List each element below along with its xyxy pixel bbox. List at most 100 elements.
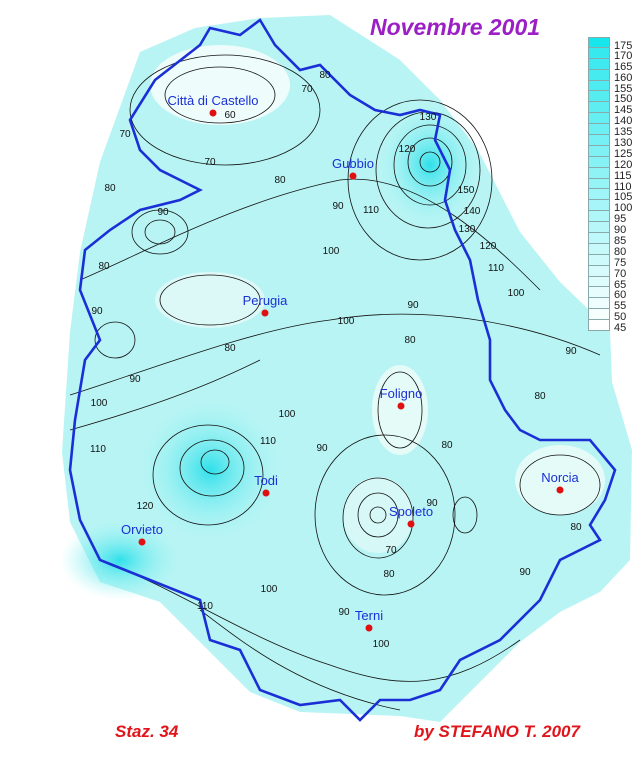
legend-swatch: 145 xyxy=(588,102,632,116)
contour-label: 120 xyxy=(137,501,154,512)
region-fill xyxy=(62,15,632,722)
legend-swatch: 160 xyxy=(588,69,632,83)
city-label: Foligno xyxy=(380,386,423,401)
contour-label: 80 xyxy=(224,343,236,354)
legend-swatch: 155 xyxy=(588,80,632,94)
legend-swatch: 85 xyxy=(588,233,626,247)
map-region xyxy=(60,15,632,722)
contour-label: 90 xyxy=(407,300,419,311)
legend-label: 145 xyxy=(614,104,633,117)
legend-swatch: 65 xyxy=(588,276,626,290)
contour-label: 120 xyxy=(399,144,416,155)
legend-label: 65 xyxy=(614,278,627,291)
legend-label: 110 xyxy=(614,180,632,193)
city-label: Todi xyxy=(254,473,278,488)
contour-label: 100 xyxy=(279,409,296,420)
city-marker xyxy=(209,109,217,117)
city-label: Perugia xyxy=(243,293,289,308)
contour-label: 90 xyxy=(316,443,328,454)
contour-label: 80 xyxy=(534,391,546,402)
contour-label: 90 xyxy=(91,306,103,317)
contour-label: 90 xyxy=(565,346,577,357)
legend-swatch: 140 xyxy=(588,113,632,127)
contour-labels: 60 70 80 70 70 80 80 90 90 110 130 120 150 140 130 120 1… xyxy=(90,70,582,650)
city-label: Città di Castello xyxy=(167,93,258,108)
city-marker xyxy=(349,172,357,180)
contour-label: 70 xyxy=(301,84,313,95)
contour-label: 80 xyxy=(274,175,286,186)
legend-label: 155 xyxy=(614,82,633,95)
contour-label: 80 xyxy=(383,569,395,580)
city-label: Terni xyxy=(355,608,383,623)
contour-label: 110 xyxy=(90,444,106,455)
legend-swatch: 50 xyxy=(588,309,626,323)
color-legend: 175 170 165 160 155 150 145 140 135 130 125 120 115 1… xyxy=(588,37,632,334)
city-marker xyxy=(397,402,405,410)
legend-swatch: 165 xyxy=(588,58,632,72)
city-label: Orvieto xyxy=(121,522,163,537)
contour-label: 100 xyxy=(338,316,355,327)
contour-label: 60 xyxy=(224,110,236,121)
legend-swatch: 45 xyxy=(588,320,626,334)
contour-label: 100 xyxy=(91,398,108,409)
contour-label: 80 xyxy=(319,70,331,81)
contour-label: 100 xyxy=(373,639,390,650)
contour-label: 100 xyxy=(508,288,525,299)
city-marker xyxy=(262,489,270,497)
legend-label: 60 xyxy=(614,289,627,302)
legend-swatch: 55 xyxy=(588,298,626,312)
legend-label: 70 xyxy=(614,267,627,280)
city-marker xyxy=(138,538,146,546)
contour-label: 90 xyxy=(338,607,350,618)
contour-label: 70 xyxy=(204,157,216,168)
legend-swatch: 170 xyxy=(588,47,632,61)
legend-swatch: 80 xyxy=(588,243,626,257)
contour-label: 150 xyxy=(458,185,475,196)
contour-label: 90 xyxy=(426,498,438,509)
legend-swatch: 150 xyxy=(588,91,632,105)
legend-label: 95 xyxy=(614,213,627,226)
contour-label: 100 xyxy=(323,246,340,257)
contour-label: 130 xyxy=(459,224,476,235)
city-label: Gubbio xyxy=(332,156,374,171)
region-border xyxy=(68,18,617,722)
legend-label: 170 xyxy=(614,49,633,62)
legend-swatch: 125 xyxy=(588,145,632,159)
contour-label: 80 xyxy=(441,440,453,451)
contour-label: 90 xyxy=(157,207,169,218)
legend-label: 85 xyxy=(614,235,627,248)
legend-swatch: 100 xyxy=(588,200,632,214)
city-marker xyxy=(365,624,373,632)
legend-label: 140 xyxy=(614,115,633,128)
contour-label: 140 xyxy=(464,206,481,217)
contour-label: 110 xyxy=(363,205,379,216)
legend-swatch: 90 xyxy=(588,222,626,236)
city-marker xyxy=(407,520,415,528)
legend-label: 150 xyxy=(614,93,633,106)
legend-swatch: 75 xyxy=(588,254,626,268)
legend-swatch: 135 xyxy=(588,124,632,138)
legend-label: 100 xyxy=(614,202,633,215)
city-label: Spoleto xyxy=(389,504,433,519)
legend-swatch: 95 xyxy=(588,211,626,225)
contour-label: 80 xyxy=(104,183,116,194)
contour-label: 110 xyxy=(488,263,504,274)
legend-label: 55 xyxy=(614,300,627,313)
legend-label: 135 xyxy=(614,126,633,139)
legend-swatch: 120 xyxy=(588,156,632,170)
legend-swatch: 110 xyxy=(588,178,632,192)
contour-label: 130 xyxy=(420,112,437,123)
contour-label: 90 xyxy=(332,201,344,212)
contour-label: 110 xyxy=(197,601,213,612)
legend-label: 50 xyxy=(614,311,627,324)
contour-label: 90 xyxy=(129,374,141,385)
contour-label: 70 xyxy=(385,545,397,556)
station-count: Staz. 34 xyxy=(115,722,179,741)
legend-label: 45 xyxy=(614,322,627,335)
contour-label: 80 xyxy=(404,335,416,346)
legend-label: 175 xyxy=(614,40,633,52)
legend-swatch: 105 xyxy=(588,189,632,203)
legend-label: 165 xyxy=(614,60,633,73)
legend-label: 120 xyxy=(614,158,633,171)
